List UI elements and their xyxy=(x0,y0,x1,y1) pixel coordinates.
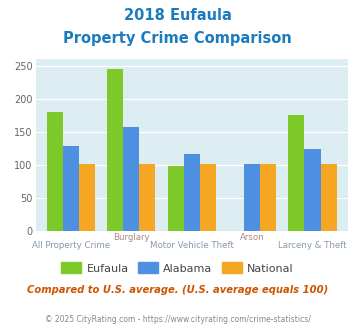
Bar xyxy=(168,166,184,231)
Bar xyxy=(260,164,276,231)
Bar xyxy=(123,127,140,231)
Text: 2018 Eufaula: 2018 Eufaula xyxy=(124,8,231,23)
Text: Larceny & Theft: Larceny & Theft xyxy=(278,241,347,250)
Bar xyxy=(107,69,123,231)
Bar xyxy=(200,164,216,231)
Text: Arson: Arson xyxy=(240,233,264,242)
Text: Compared to U.S. average. (U.S. average equals 100): Compared to U.S. average. (U.S. average … xyxy=(27,285,328,295)
Bar xyxy=(244,164,260,231)
Text: Motor Vehicle Theft: Motor Vehicle Theft xyxy=(150,241,234,250)
Text: All Property Crime: All Property Crime xyxy=(32,241,110,250)
Bar xyxy=(305,149,321,231)
Text: © 2025 CityRating.com - https://www.cityrating.com/crime-statistics/: © 2025 CityRating.com - https://www.city… xyxy=(45,315,310,324)
Legend: Eufaula, Alabama, National: Eufaula, Alabama, National xyxy=(57,258,298,278)
Bar xyxy=(79,164,95,231)
Bar xyxy=(140,164,155,231)
Bar xyxy=(321,164,337,231)
Bar xyxy=(47,112,63,231)
Text: Burglary: Burglary xyxy=(113,233,149,242)
Bar xyxy=(63,146,79,231)
Bar xyxy=(184,154,200,231)
Text: Property Crime Comparison: Property Crime Comparison xyxy=(63,31,292,46)
Bar xyxy=(288,115,305,231)
